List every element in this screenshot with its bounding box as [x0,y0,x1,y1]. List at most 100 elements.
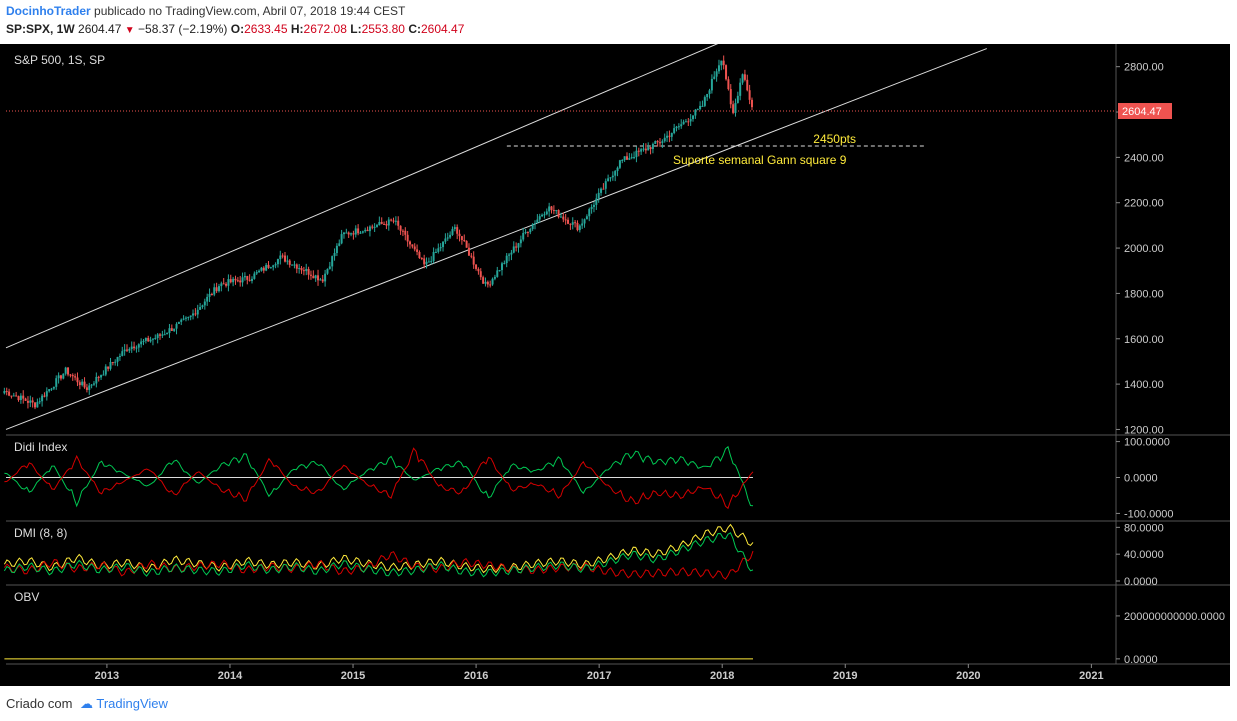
candle-body [125,349,128,351]
candle-body [722,60,725,66]
candle-body [569,223,572,225]
candle-body [680,124,683,127]
candle-body [222,283,225,285]
indicator-series-line [4,445,754,508]
candle-body [300,268,303,271]
candle-body [267,264,270,268]
candle-body [359,232,362,234]
candle-body [736,95,739,103]
candle-body [484,281,487,284]
indicator-title: OBV [14,590,39,604]
candle-body [670,133,673,137]
candle-body [644,148,647,151]
author-link[interactable]: DocinhoTrader [6,4,91,18]
candle-body [57,375,60,379]
tradingview-logo[interactable]: ☁ TradingView [80,696,168,712]
candle-body [651,143,654,150]
indicator-series-line [3,532,754,578]
candle-body [97,376,100,378]
candle-body [317,275,320,281]
candle-body [581,223,584,226]
candle-body [276,259,279,265]
candle-body [585,216,588,220]
open-value: 2633.45 [244,22,288,36]
candle-body [409,241,412,245]
candle-body [590,206,593,210]
candle-body [168,328,171,334]
candle-body [114,361,117,363]
candle-body [717,65,720,72]
candle-body [17,396,20,401]
candle-body [475,264,478,269]
candle-body [699,105,702,110]
candle-body [55,378,58,387]
candle-body [510,252,513,255]
candle-body [135,347,138,349]
candle-body [578,225,581,231]
candle-body [258,270,261,273]
candle-body [227,279,230,286]
annotation-gann: Suporte semanal Gann square 9 [673,153,847,167]
candle-body [147,337,150,342]
high-label: H: [290,22,304,36]
candle-body [81,381,84,386]
symbol-label: SP:SPX, 1W [6,22,75,36]
candle-body [628,158,631,160]
candle-body [328,266,331,269]
candle-body [19,395,22,401]
candle-body [5,390,8,392]
price-change: −58.37 (−2.19%) [138,22,228,36]
candle-body [654,141,657,144]
candle-body [442,241,445,248]
candle-body [8,391,11,396]
candle-body [312,275,315,279]
candle-body [383,223,386,225]
candle-body [600,188,603,193]
candle-body [399,225,402,231]
low-label: L: [350,22,362,36]
published-text: publicado no TradingView.com, Abril 07, … [94,4,406,18]
candle-body [472,256,475,265]
candle-body [375,225,378,227]
candle-body [397,220,400,226]
candle-body [71,375,74,377]
candle-body [692,115,695,120]
candle-body [446,237,449,239]
indicator-y-tick-label: 100.0000 [1124,437,1170,449]
candle-body [338,243,341,246]
candle-body [649,147,652,150]
candle-body [253,273,256,279]
candle-body [184,317,187,319]
candle-body [225,283,228,286]
candle-body [159,334,162,336]
candle-body [750,99,753,108]
candle-body [199,306,202,310]
candle-body [196,309,199,315]
x-tick-label: 2020 [956,670,980,682]
candle-body [710,78,713,91]
x-tick-label: 2016 [464,670,488,682]
candle-body [88,385,91,390]
candle-body [335,245,338,254]
candle-body [262,267,265,271]
candle-body [467,247,470,256]
candle-body [512,246,515,253]
candle-body [413,246,416,250]
candle-body [78,382,81,386]
last-price: 2604.47 [78,22,122,36]
candle-body [743,74,746,80]
candle-body [229,279,232,283]
candle-body [279,255,282,260]
candle-body [250,278,253,281]
candle-body [307,268,310,275]
candle-body [130,346,133,350]
candle-body [272,265,275,268]
candle-body [526,231,529,233]
chart-area[interactable]: 2800.002600.002400.002200.002000.001800.… [0,0,1230,686]
x-tick-label: 2014 [218,670,243,682]
candle-body [102,374,105,376]
candle-body [246,276,249,280]
candle-body [29,400,32,403]
candle-body [373,226,376,228]
candle-body [592,204,595,207]
